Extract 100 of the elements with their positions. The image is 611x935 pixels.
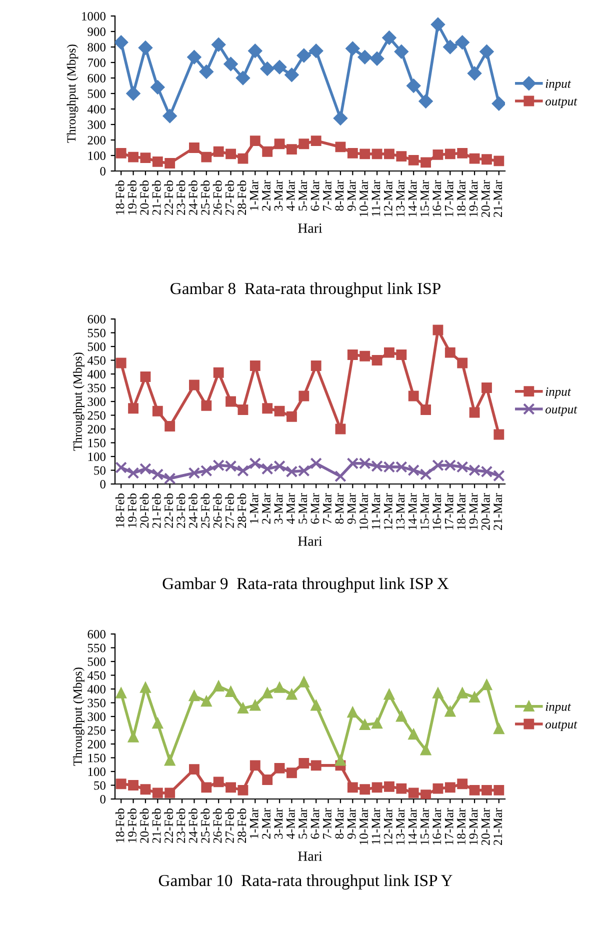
x-tick-label: 18-Mar — [457, 180, 466, 216]
x-tick-label: 9-Mar — [347, 808, 356, 839]
x-tick-label: 11-Mar — [372, 808, 380, 844]
y-tick-label: 500 — [88, 658, 106, 666]
x-tick-label: 18-Mar — [457, 808, 466, 844]
x-tick-label: 26-Feb — [212, 180, 222, 215]
x-tick-label: 3-Mar — [274, 493, 283, 524]
x-tick-label: 14-Mar — [408, 180, 417, 216]
x-tick-label: 24-Feb — [188, 180, 198, 215]
x-tick-label: 17-Mar — [444, 493, 454, 530]
x-tick-label: 27-Feb — [225, 808, 234, 843]
x-tick-label: 19-Mar — [469, 493, 478, 530]
x-tick-label: 21-Feb — [152, 494, 161, 528]
x-tick-label: 22-Feb — [164, 180, 173, 215]
x-tick-label: 26-Feb — [212, 494, 222, 528]
x-tick-label: 9-Mar — [347, 180, 356, 211]
x-tick-label: 20-Mar — [481, 180, 490, 217]
x-tick-label: 2-Mar — [262, 493, 270, 524]
y-tick-label: 450 — [87, 671, 106, 680]
y-tick-label: 200 — [88, 425, 106, 434]
x-tick-label: 14-Mar — [408, 808, 417, 844]
x-tick-label: 24-Feb — [188, 808, 198, 843]
x-tick-label: 21-Feb — [152, 808, 161, 843]
x-tick-label: 10-Mar — [360, 808, 368, 844]
x-tick-label: 8-Mar — [335, 808, 344, 839]
x-tick-label: 3-Mar — [274, 808, 283, 839]
y-tick-label: 100 — [88, 152, 106, 160]
y-tick-label: 150 — [88, 438, 106, 448]
y-tick-label: 350 — [88, 698, 106, 708]
x-tick-label: 5-Mar — [298, 808, 308, 839]
y-tick-label: 50 — [94, 466, 106, 475]
x-tick-label: 18-Feb — [115, 180, 124, 214]
x-tick-label: 21-Feb — [152, 180, 161, 215]
x-tick-label: 23-Feb — [176, 180, 186, 215]
x-tick-label: 23-Feb — [176, 494, 186, 528]
x-tick-label: 20-Feb — [140, 808, 149, 843]
x-tick-label: 16-Mar — [432, 180, 442, 216]
x-tick-label: 21-Mar — [494, 493, 502, 530]
x-tick-label: 19-Mar — [469, 808, 478, 844]
x-tick-label: 7-Mar — [323, 180, 332, 210]
x-axis-title: Hari — [298, 852, 322, 861]
y-tick-label: 250 — [88, 411, 106, 420]
x-tick-label: 27-Feb — [225, 180, 234, 215]
x-tick-label: 13-Mar — [396, 493, 405, 530]
x-tick-label: 25-Feb — [200, 808, 210, 843]
x-tick-label: 1-Mar — [250, 493, 258, 524]
y-tick-label: 400 — [87, 105, 106, 114]
x-tick-label: 1-Mar — [250, 808, 258, 838]
y-tick-label: 100 — [88, 452, 106, 461]
x-axis-title: Hari — [298, 224, 322, 233]
x-tick-label: 11-Mar — [372, 180, 380, 216]
x-tick-label: 5-Mar — [298, 180, 308, 211]
x-tick-label: 12-Mar — [384, 808, 392, 844]
x-tick-label: 28-Feb — [237, 494, 246, 528]
x-tick-label: 18-Feb — [115, 494, 124, 528]
y-tick-label: 0 — [100, 167, 106, 176]
y-tick-label: 550 — [88, 328, 106, 338]
legend-label: input — [546, 387, 572, 398]
y-tick-label: 350 — [88, 384, 106, 392]
text: Gambar 9 Rata-rata throughput link ISP X — [162, 577, 449, 593]
legend-label: output — [546, 406, 578, 416]
text: Gambar 8 Rata-rata throughput link ISP — [170, 282, 440, 298]
x-tick-label: 11-Mar — [372, 493, 380, 529]
x-tick-label: 8-Mar — [335, 180, 344, 211]
x-tick-label: 10-Mar — [360, 493, 368, 530]
x-tick-label: 20-Feb — [140, 494, 149, 528]
y-tick-label: 0 — [100, 795, 106, 804]
y-tick-label: 450 — [87, 356, 106, 365]
y-axis-title: Throughput (Mbps) — [73, 352, 84, 451]
text: Gambar 10 Rata-rata throughput link ISP Y — [158, 874, 452, 890]
x-tick-label: 22-Feb — [164, 808, 173, 843]
x-tick-label: 7-Mar — [323, 493, 332, 524]
x-tick-label: 19-Feb — [128, 494, 136, 528]
x-tick-label: 15-Mar — [420, 180, 429, 216]
y-tick-label: 0 — [100, 480, 106, 488]
x-tick-label: 18-Feb — [115, 808, 124, 842]
x-axis-title: Hari — [298, 536, 322, 546]
y-tick-label: 550 — [88, 644, 106, 652]
x-tick-label: 6-Mar — [310, 180, 320, 211]
x-tick-label: 4-Mar — [286, 180, 295, 212]
x-tick-label: 1-Mar — [250, 180, 258, 210]
x-tick-label: 27-Feb — [225, 494, 234, 528]
x-tick-label: 19-Feb — [128, 180, 136, 214]
x-tick-label: 24-Feb — [188, 494, 198, 528]
y-tick-label: 800 — [88, 43, 106, 52]
y-tick-label: 200 — [88, 136, 106, 144]
y-tick-label: 150 — [88, 754, 106, 762]
y-axis-title: Throughput (Mbps) — [73, 668, 84, 766]
y-tick-label: 500 — [88, 90, 106, 98]
x-tick-label: 7-Mar — [323, 808, 332, 838]
y-tick-label: 300 — [88, 120, 106, 129]
y-tick-label: 400 — [87, 370, 106, 378]
y-tick-label: 100 — [88, 768, 106, 776]
x-tick-label: 28-Feb — [237, 180, 246, 215]
x-tick-label: 9-Mar — [347, 493, 356, 524]
x-tick-label: 16-Mar — [432, 493, 442, 530]
y-tick-label: 250 — [88, 726, 106, 735]
x-tick-label: 22-Feb — [164, 494, 173, 528]
x-tick-label: 13-Mar — [396, 180, 405, 216]
y-tick-label: 200 — [88, 740, 106, 748]
